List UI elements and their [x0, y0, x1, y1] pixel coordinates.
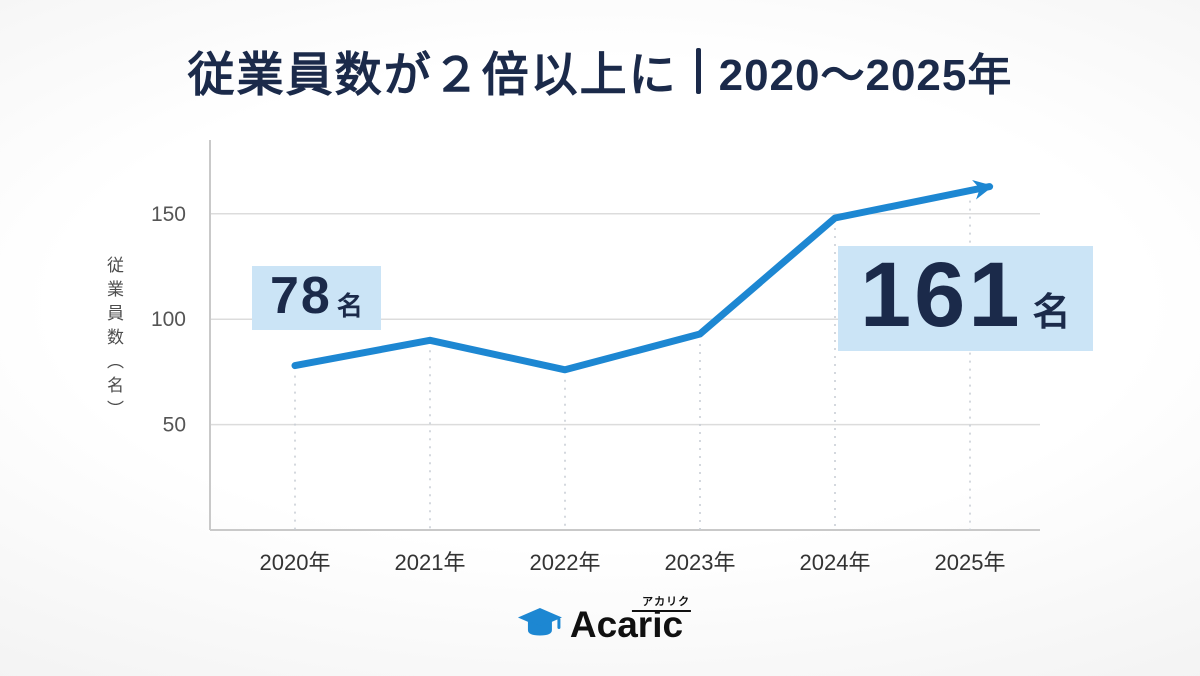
x-tick-label: 2022年 [530, 550, 601, 575]
title-divider [695, 47, 701, 94]
brand-wordmark: Acaric アカリク [570, 596, 692, 646]
annotation-value: 78 [270, 267, 332, 325]
y-tick-label: 150 [151, 203, 186, 226]
y-tick-label: 50 [163, 414, 186, 437]
x-tick-label: 2023年 [665, 550, 736, 575]
brand-logo: Acaric アカリク [517, 596, 692, 646]
annotation-unit: 名 [336, 291, 363, 321]
employee-count-line [291, 180, 994, 374]
x-tick-label: 2021年 [395, 550, 466, 575]
x-tick-label: 2020年 [260, 550, 331, 575]
annotation-value: 161 [860, 244, 1023, 346]
x-tick-label: 2025年 [935, 550, 1006, 575]
graduation-cap-icon [517, 608, 562, 636]
y-tick-label: 100 [151, 308, 186, 331]
x-tick-label: 2024年 [800, 550, 871, 575]
page-title: 従業員数が２倍以上に 2020〜2025年 [0, 36, 1200, 105]
annotation-2025: 161 名 [838, 244, 1093, 352]
annotation-unit: 名 [1032, 292, 1071, 335]
y-axis-title: 従業員数（名） [104, 256, 123, 424]
brand-kana: アカリク [632, 593, 692, 612]
title-main: 従業員数が２倍以上に [187, 48, 678, 101]
title-range: 2020〜2025年 [718, 50, 1013, 100]
annotation-2020: 78 名 [252, 266, 381, 330]
